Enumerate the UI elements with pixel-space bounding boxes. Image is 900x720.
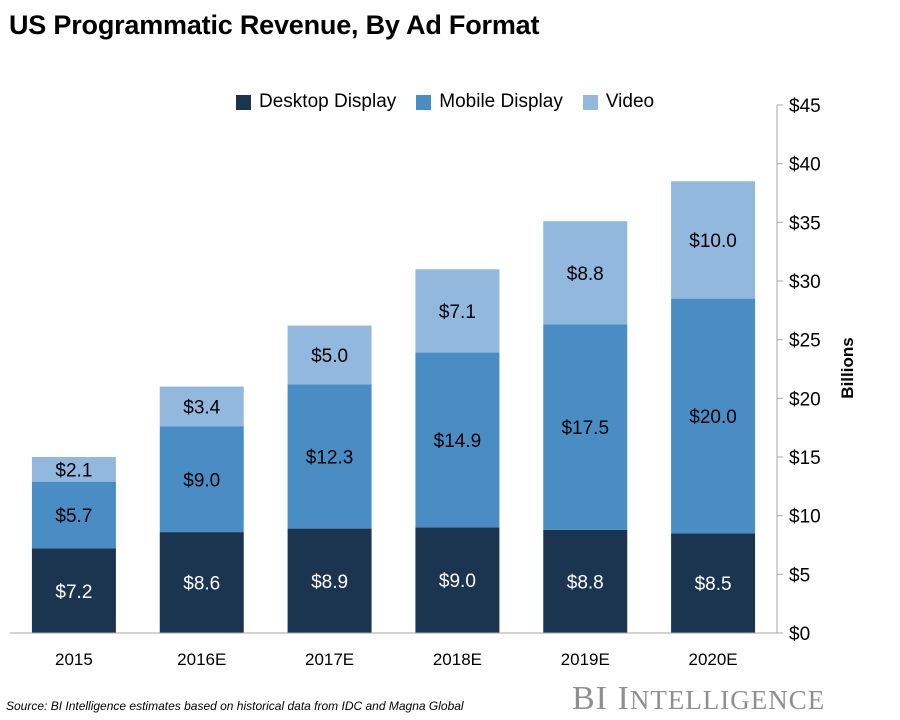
data-label-video-2017E: $5.0 <box>311 346 348 367</box>
bar-video-2020E <box>671 181 756 299</box>
data-label-video-2019E: $8.8 <box>567 264 604 285</box>
x-tick-label-2016E: 2016E <box>177 650 226 669</box>
bar-desktop-2015 <box>31 548 116 633</box>
legend-swatch-video <box>582 94 598 110</box>
legend-label-mobile: Mobile Display <box>439 91 563 112</box>
legend-swatch-mobile <box>416 94 432 110</box>
y-tick-label-35: $35 <box>789 213 821 234</box>
y-tick-label-45: $45 <box>789 96 821 117</box>
data-label-video-2015: $2.1 <box>55 460 92 481</box>
legend: Desktop Display Mobile Display Video <box>236 91 674 113</box>
y-tick-label-15: $15 <box>789 448 821 469</box>
bar-mobile-2019E <box>543 324 628 530</box>
y-axis-title: Billions <box>838 337 857 398</box>
y-tick-label-30: $30 <box>789 272 821 293</box>
data-label-desktop-2017E: $8.9 <box>311 572 348 593</box>
data-label-mobile-2015: $5.7 <box>55 506 92 527</box>
legend-item-mobile: Mobile Display <box>416 91 563 113</box>
y-tick-label-5: $5 <box>789 565 810 586</box>
y-tick-label-40: $40 <box>789 155 821 176</box>
bar-mobile-2020E <box>671 298 756 534</box>
data-label-mobile-2020E: $20.0 <box>689 407 737 428</box>
bar-mobile-2015 <box>31 481 116 549</box>
y-tick-label-25: $25 <box>789 331 821 352</box>
bar-video-2018E <box>415 269 500 353</box>
bar-desktop-2019E <box>543 529 628 633</box>
x-tick-label-2020E: 2020E <box>688 650 737 669</box>
bar-desktop-2020E <box>671 533 756 633</box>
brand-logo: BI INTELLIGENCE <box>572 680 826 717</box>
data-label-desktop-2018E: $9.0 <box>439 571 476 592</box>
y-tick-label-10: $10 <box>789 507 821 528</box>
data-label-desktop-2019E: $8.8 <box>567 572 604 593</box>
bar-desktop-2018E <box>415 527 500 633</box>
data-label-desktop-2016E: $8.6 <box>183 574 220 595</box>
x-tick-label-2018E: 2018E <box>433 650 482 669</box>
chart-title: US Programmatic Revenue, By Ad Format <box>9 10 540 40</box>
x-tick-label-2019E: 2019E <box>561 650 610 669</box>
bar-desktop-2016E <box>159 532 244 633</box>
bar-video-2015 <box>31 457 116 482</box>
legend-label-desktop: Desktop Display <box>259 91 397 112</box>
data-label-mobile-2019E: $17.5 <box>561 418 609 439</box>
data-label-desktop-2015: $7.2 <box>55 582 92 603</box>
legend-swatch-desktop <box>236 94 251 110</box>
data-label-desktop-2020E: $8.5 <box>695 574 732 595</box>
data-label-mobile-2017E: $12.3 <box>306 447 354 468</box>
source-note: Source: BI Intelligence estimates based … <box>6 699 464 713</box>
y-tick-label-0: $0 <box>789 624 810 645</box>
data-label-mobile-2016E: $9.0 <box>183 470 220 491</box>
data-label-video-2016E: $3.4 <box>183 398 220 419</box>
x-tick-label-2015: 2015 <box>55 650 93 669</box>
bar-video-2016E <box>159 386 244 427</box>
x-tick-label-2017E: 2017E <box>305 650 354 669</box>
bar-video-2019E <box>543 221 628 325</box>
bar-mobile-2018E <box>415 352 500 528</box>
bar-desktop-2017E <box>287 528 372 633</box>
legend-item-video: Video <box>582 91 655 113</box>
data-label-video-2020E: $10.0 <box>689 231 737 252</box>
data-label-video-2018E: $7.1 <box>439 302 476 323</box>
legend-label-video: Video <box>605 91 655 112</box>
bar-video-2017E <box>287 325 372 385</box>
y-tick-label-20: $20 <box>789 389 821 410</box>
bar-mobile-2017E <box>287 384 372 529</box>
bar-mobile-2016E <box>159 426 244 533</box>
data-label-mobile-2018E: $14.9 <box>434 431 482 452</box>
legend-item-desktop: Desktop Display <box>236 91 396 113</box>
